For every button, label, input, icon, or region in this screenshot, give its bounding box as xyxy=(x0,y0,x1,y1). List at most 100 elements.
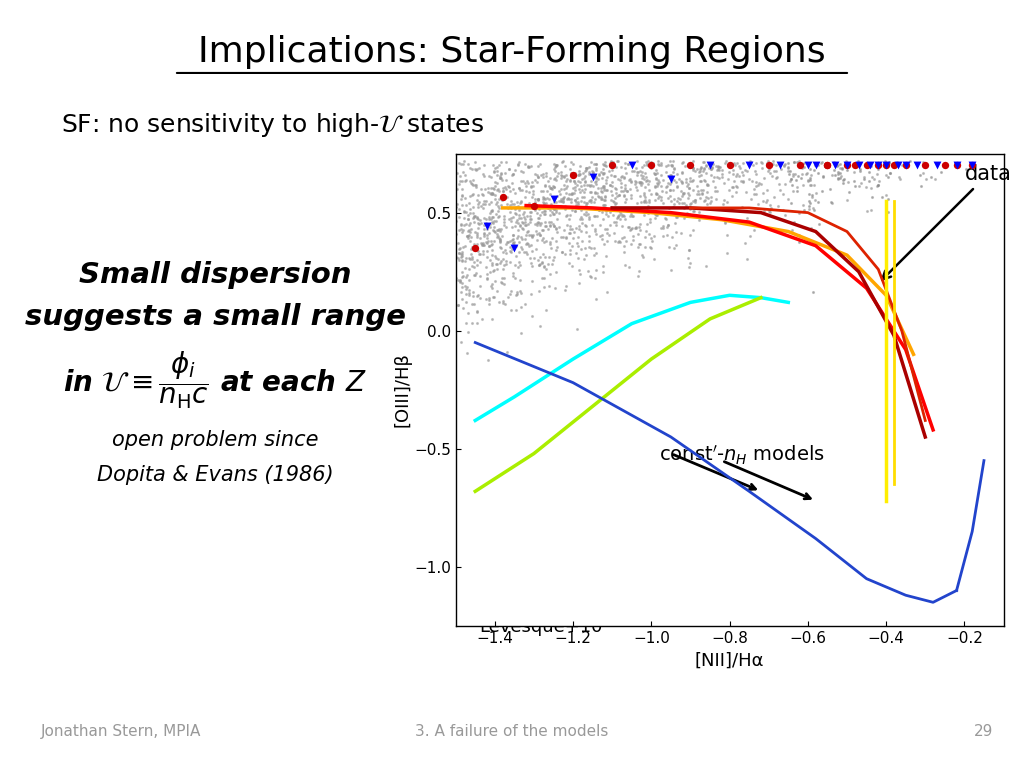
Point xyxy=(587,272,603,284)
Point xyxy=(623,157,639,170)
Point xyxy=(544,232,560,244)
Point xyxy=(488,165,505,177)
Point xyxy=(623,176,639,188)
Point xyxy=(558,187,574,200)
Point xyxy=(741,155,758,167)
Point xyxy=(918,173,934,185)
Point xyxy=(669,167,685,180)
Point xyxy=(468,240,484,253)
Point xyxy=(654,185,671,197)
Point xyxy=(674,177,690,189)
Point xyxy=(502,235,518,247)
Point xyxy=(507,207,523,220)
Point xyxy=(482,207,499,219)
Point xyxy=(676,211,692,223)
Point xyxy=(587,210,603,222)
Point xyxy=(494,242,510,254)
Point xyxy=(669,180,685,192)
Point xyxy=(487,207,504,220)
Point xyxy=(676,161,692,173)
Point xyxy=(459,230,475,242)
Point xyxy=(532,257,549,270)
Point xyxy=(478,273,495,285)
Point xyxy=(545,202,561,214)
Point xyxy=(598,184,614,196)
Point xyxy=(553,171,569,184)
Point xyxy=(605,170,622,182)
Point xyxy=(579,179,595,191)
Point xyxy=(468,240,484,253)
Point xyxy=(644,158,660,170)
Point xyxy=(638,225,654,237)
Point xyxy=(465,200,481,213)
Point xyxy=(503,284,519,296)
Point xyxy=(625,234,641,247)
Point xyxy=(792,155,808,167)
Point xyxy=(581,230,597,242)
Point xyxy=(501,164,517,176)
Point xyxy=(827,169,844,181)
Point xyxy=(573,184,590,197)
Point xyxy=(758,196,774,208)
Point xyxy=(724,164,740,176)
Point xyxy=(912,180,929,193)
Point xyxy=(897,159,913,171)
Point xyxy=(523,260,540,272)
Point xyxy=(472,183,488,195)
Point xyxy=(607,197,624,210)
Point xyxy=(648,172,665,184)
Point xyxy=(530,203,547,215)
Point xyxy=(489,231,506,243)
Point xyxy=(483,313,500,325)
Point xyxy=(523,288,540,300)
Point xyxy=(760,155,776,167)
Point xyxy=(532,251,549,263)
Point xyxy=(571,161,588,173)
Point xyxy=(453,219,469,231)
Point xyxy=(621,260,637,273)
Point xyxy=(604,175,621,187)
Point xyxy=(504,243,520,255)
Point xyxy=(478,195,495,207)
Point xyxy=(851,180,867,193)
Point xyxy=(518,248,535,260)
Point xyxy=(560,193,577,205)
Point xyxy=(546,180,562,193)
Point xyxy=(749,176,765,188)
Point xyxy=(535,231,551,243)
Point xyxy=(571,263,588,276)
Point xyxy=(641,196,657,208)
Point xyxy=(682,172,698,184)
Point xyxy=(505,210,521,223)
Point xyxy=(786,156,803,168)
Point xyxy=(483,214,500,226)
Point xyxy=(699,177,716,190)
Point xyxy=(528,227,545,240)
Point xyxy=(483,204,500,217)
Point xyxy=(575,191,592,204)
Point xyxy=(561,227,578,240)
Point xyxy=(599,184,615,196)
Point xyxy=(562,167,579,179)
Point xyxy=(651,159,668,171)
Point xyxy=(505,168,521,180)
Point xyxy=(466,269,482,281)
Point xyxy=(496,216,512,228)
Point xyxy=(607,198,624,210)
Point xyxy=(494,199,510,211)
Point xyxy=(489,184,506,197)
Point xyxy=(484,210,501,223)
Point xyxy=(643,159,659,171)
Point xyxy=(492,170,508,182)
Point xyxy=(856,171,872,184)
Point xyxy=(756,204,772,217)
Point xyxy=(469,211,485,223)
Point xyxy=(503,246,519,258)
Point xyxy=(666,194,682,206)
Point xyxy=(463,231,479,243)
Point xyxy=(462,217,478,230)
Point xyxy=(472,270,488,282)
Point xyxy=(484,217,501,230)
Point xyxy=(498,174,514,186)
Point xyxy=(478,293,495,305)
